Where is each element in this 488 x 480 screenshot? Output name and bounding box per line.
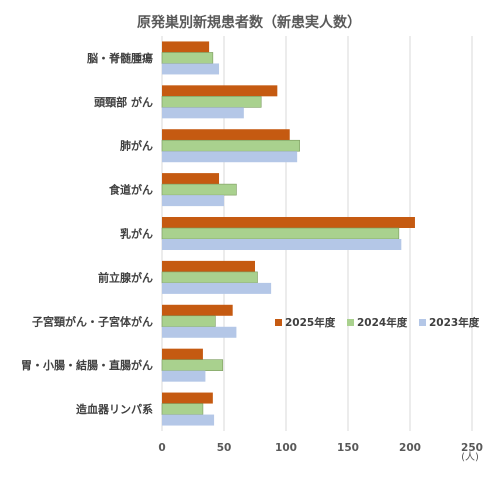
category-label-7: 胃・小腸・結腸・直腸がん [21, 358, 153, 372]
bar-2-1 [161, 139, 300, 152]
x-tick-label-5: 250 [461, 442, 483, 454]
x-tick-label-0: 0 [158, 442, 165, 454]
x-tick-label-2: 100 [275, 442, 297, 454]
x-tick-labels: 0 50 100 150 200 250 [158, 442, 483, 454]
bar-6-2 [162, 326, 237, 338]
bar-2-2 [162, 151, 298, 163]
bar-5-0 [162, 260, 255, 272]
bar-2-0 [162, 129, 290, 141]
legend-label-2: 2023年度 [429, 316, 480, 329]
category-label-1: 頭頸部 がん [94, 95, 153, 109]
legend-label-0: 2025年度 [285, 316, 336, 329]
bar-8-0 [162, 392, 213, 404]
category-label-5: 前立腺がん [98, 270, 153, 284]
bars [161, 41, 415, 426]
legend-swatch-0 [275, 319, 282, 326]
bar-4-0 [162, 217, 415, 228]
bar-5-1 [161, 271, 258, 284]
bar-8-2 [162, 414, 215, 426]
category-label-0: 脳・脊髄腫瘍 [87, 51, 153, 65]
bar-5-2 [162, 282, 272, 294]
legend-label-1: 2024年度 [357, 316, 408, 329]
bar-6-0 [162, 304, 233, 316]
bar-1-2 [162, 107, 244, 119]
bar-4-1 [161, 227, 400, 240]
category-label-8: 造血器リンパ系 [76, 402, 153, 416]
x-tick-label-3: 150 [337, 442, 359, 454]
legend-swatch-2 [419, 319, 426, 326]
x-tick-label-1: 50 [217, 442, 232, 454]
category-label-2: 肺がん [120, 139, 153, 153]
chart-title: 原発巣別新規患者数（新患実人数） [137, 14, 361, 31]
category-label-6: 子宮頸がん・子宮体がん [32, 314, 153, 328]
bar-3-0 [162, 173, 220, 185]
bar-0-1 [161, 52, 214, 64]
bar-0-0 [162, 41, 210, 53]
bar-4-2 [162, 239, 402, 250]
bar-3-1 [161, 183, 237, 196]
x-tick-label-4: 200 [399, 442, 421, 454]
bar-7-2 [162, 370, 206, 382]
category-label-3: 食道がん [109, 183, 153, 197]
bar-0-2 [162, 63, 220, 75]
bar-1-1 [161, 96, 262, 108]
bar-7-0 [162, 348, 203, 360]
legend: 2025年度 2024年度 2023年度 [275, 316, 480, 329]
bar-3-2 [162, 195, 224, 207]
legend-swatch-1 [347, 319, 354, 326]
bar-6-1 [161, 315, 216, 328]
bar-7-1 [161, 359, 224, 371]
bar-1-0 [162, 85, 278, 97]
category-label-4: 乳がん [120, 227, 153, 241]
unit-label: (人) [461, 451, 479, 463]
bar-8-1 [161, 403, 204, 415]
